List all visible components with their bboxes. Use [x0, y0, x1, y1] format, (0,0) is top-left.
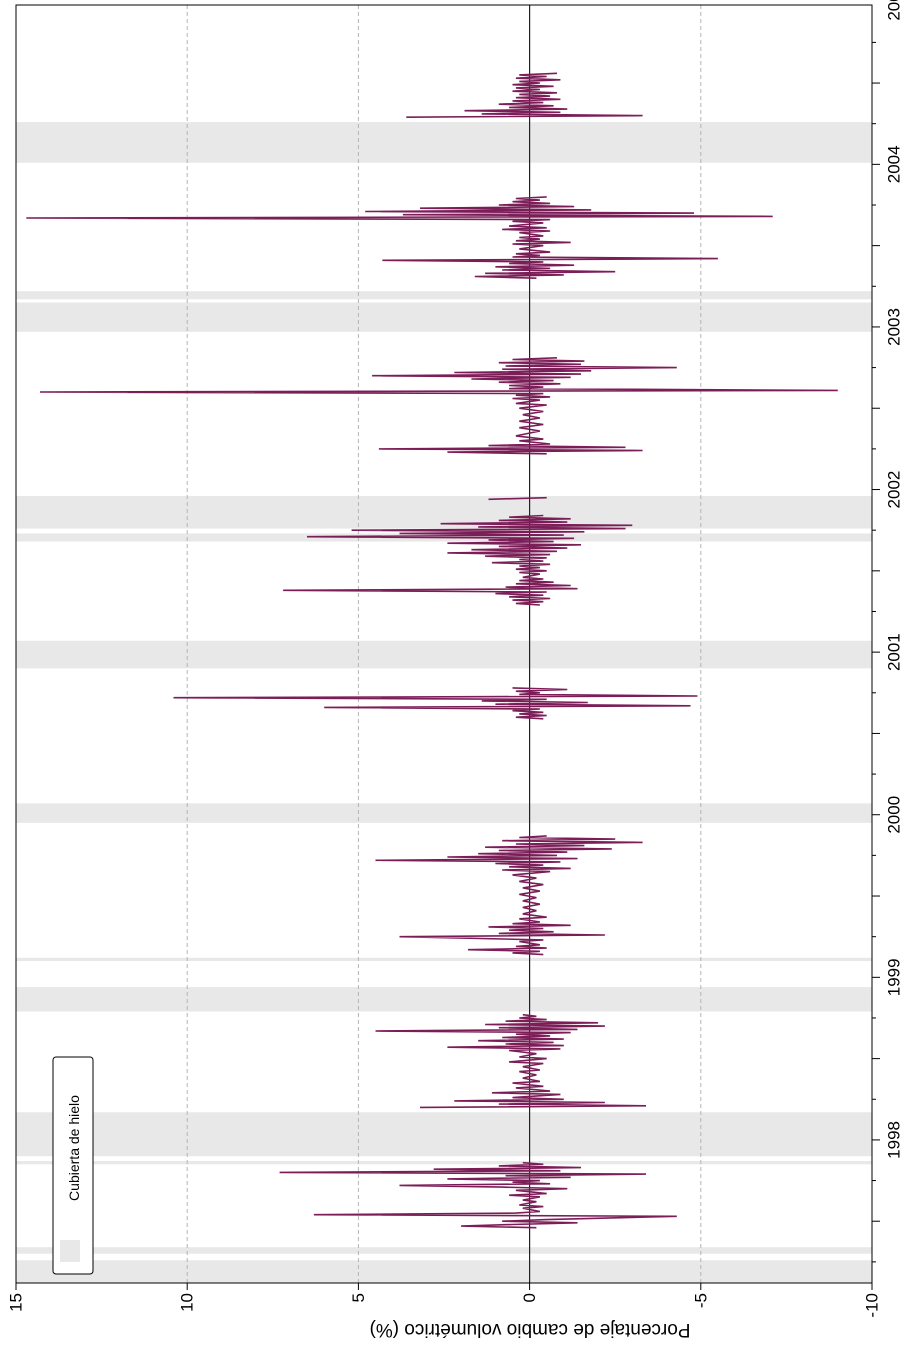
y-tick-label: -5	[691, 1293, 710, 1308]
series-line	[26, 72, 838, 1229]
x-tick-label: 2000	[885, 796, 904, 834]
legend-swatch	[60, 1240, 80, 1262]
y-axis-label: Porcentaje de cambio volumétrico (%)	[369, 1319, 691, 1340]
plot-frame	[15, 4, 873, 1284]
x-tick-label: 2003	[885, 308, 904, 346]
ice-cover-band	[16, 302, 872, 332]
x-tick-label: 1998	[885, 1121, 904, 1159]
x-tick-label: 2001	[885, 633, 904, 671]
legend-label: Cubierta de hielo	[66, 1095, 82, 1201]
ice-cover-band	[16, 640, 872, 669]
y-tick-label: 0	[520, 1293, 539, 1302]
ice-cover-band	[16, 957, 872, 962]
y-tick-label: -10	[863, 1293, 882, 1318]
x-tick-label: 2004	[885, 145, 904, 183]
x-tick-label: 2005	[885, 0, 904, 21]
x-tick-label: 2002	[885, 471, 904, 509]
ice-cover-band	[16, 122, 872, 163]
legend-box	[52, 1056, 94, 1275]
ice-cover-band	[16, 1161, 872, 1165]
ice-cover-band	[16, 291, 872, 300]
ice-cover-band	[16, 1247, 872, 1254]
y-tick-label: 15	[7, 1293, 26, 1312]
legend: Cubierta de hielo	[52, 1056, 94, 1275]
ice-cover-band	[16, 1112, 872, 1157]
axis-ticks: 15 10 5 0 -5 -10 1998 1999 2000 2001 2002 2003 2004 2…	[7, 0, 904, 1318]
ice-cover-band	[16, 803, 872, 823]
ice-cover-band	[16, 1260, 872, 1283]
y-tick-label: 10	[178, 1293, 197, 1312]
ice-cover-band	[16, 987, 872, 1012]
x-tick-label: 1999	[885, 958, 904, 996]
y-tick-label: 5	[349, 1293, 368, 1302]
ice-cover-bands	[16, 122, 872, 1283]
